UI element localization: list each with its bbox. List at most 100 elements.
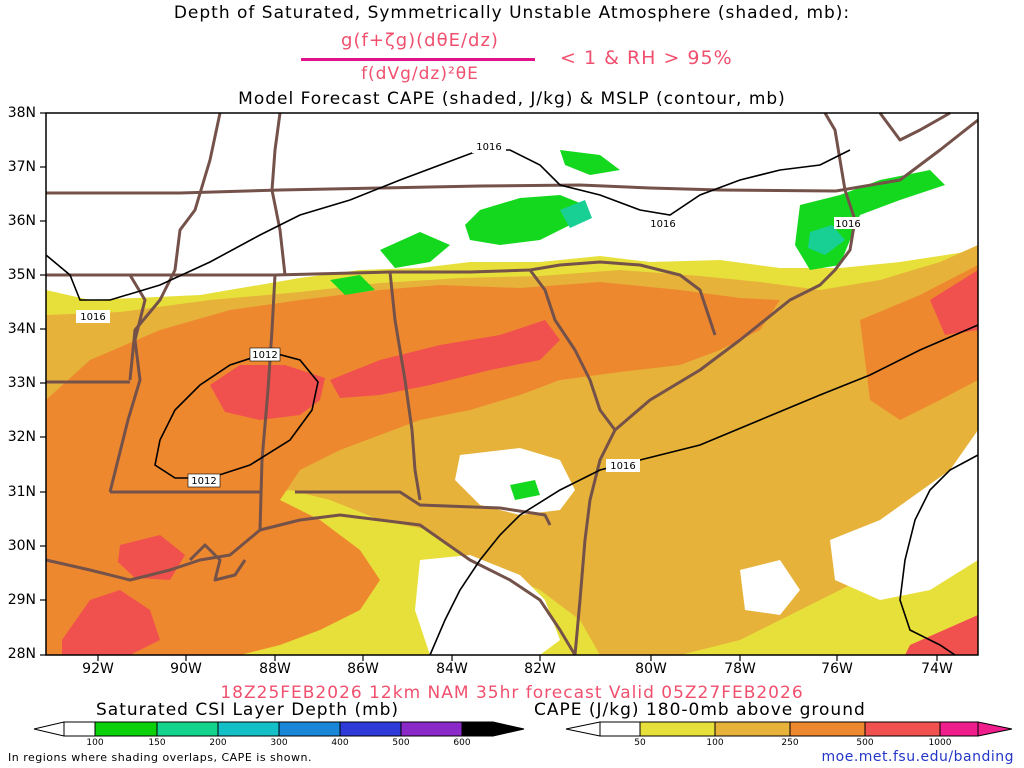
cape-500-region-la [118,535,185,580]
csi-colorbar [33,721,525,737]
lon-label: 74W [921,661,953,677]
lat-label: 29N [7,592,36,608]
mississippi-river [128,112,222,381]
forecast-valid-line: 18Z25FEB2026 12km NAM 35hr forecast Vali… [220,683,804,703]
lat-label: 36N [7,213,36,229]
cape-tick-label: 50 [634,738,646,748]
no-shading-region-atlantic-2 [830,430,978,600]
condition-text: < 1 & RH > 95% [560,47,733,69]
cape-swatch [864,721,941,737]
csi-swatch [400,721,463,737]
csi-swatch-white [33,721,65,737]
fraction-denominator: f(dVg/dz)²θE [361,64,479,84]
border-al-fl [295,490,552,526]
isobar-label: 1012 [252,350,277,361]
louisiana-delta [188,543,247,582]
cape-tick-label: 1000 [928,738,952,748]
border-ms-al [258,274,277,531]
appalachian-border [270,112,287,276]
csi-tick-label: 300 [270,738,288,748]
lat-label: 34N [7,321,36,337]
cape-swatch-white [565,721,601,737]
cape-colorbar [565,721,1013,737]
axis-ticks [40,112,938,661]
lat-label: 33N [7,375,36,391]
cape-tick-label: 500 [856,738,874,748]
cape-500-region-atlantic [930,270,978,335]
csi-tick-label: 500 [392,738,410,748]
isobar-1016-se [899,454,979,656]
isobar-1016-south [429,324,979,656]
cape-500-region-al [330,320,560,398]
lon-label: 86W [347,661,379,677]
csi-swatch-black [492,721,525,737]
csi-100-region-nc [380,232,450,268]
state-borders [45,111,979,656]
cape-colorbar-title: CAPE (J/kg) 180-0mb above ground [534,700,866,720]
title-line-3: Model Forecast CAPE (shaded, J/kg) & MSL… [238,89,786,109]
cape-tick-label: 250 [781,738,799,748]
lon-label: 90W [170,661,202,677]
csi-100-region-ky [560,150,620,175]
lon-label: 78W [724,661,756,677]
lat-label: 35N [7,267,36,283]
shading-layer [46,150,978,655]
lon-label: 92W [82,661,114,677]
cape-swatch [714,721,791,737]
csi-swatch [156,721,219,737]
csi-150-region-tn [560,200,592,228]
isobar-1016-west [45,199,351,301]
csi-tick-label: 200 [209,738,227,748]
isobar-label: 1016 [476,142,501,153]
no-shading-region-ga [455,448,575,515]
title-line-1: Depth of Saturated, Symmetrically Unstab… [173,3,851,23]
csi-swatch [339,721,402,737]
csi-swatch [461,721,494,737]
isobar-1016-north [349,149,851,216]
border-ga-sc [528,269,617,431]
isobars [45,149,979,656]
lat-label: 32N [7,429,36,445]
fraction-numerator: g(f+ζg)(dθE/dz) [341,30,499,51]
cape-swatch [639,721,716,737]
isobar-label: 1016 [835,219,860,230]
isobar-labels: 1016 1016 1016 1012 1012 1016 1016 [76,140,862,488]
csi-150-region-nc [808,225,845,255]
csi-tick-label: 600 [453,738,471,748]
csi-tick-label: 150 [148,738,166,748]
lat-label: 37N [7,159,36,175]
csi-swatch [278,721,341,737]
source-url[interactable]: moe.met.fsu.edu/banding [821,749,1014,765]
lon-label: 82W [524,661,556,677]
border-tn-ms-al-ga [46,268,531,277]
coastline-delmarva [878,111,951,142]
lat-label: 31N [7,484,36,500]
no-shading-region-fl [415,555,560,655]
lat-label: 28N [7,646,36,662]
border-ar-ms [108,274,147,493]
cape-swatch [789,721,866,737]
overlap-note: In regions where shading overlaps, CAPE … [8,751,312,764]
cape-500-region-gulf [62,590,160,655]
csi-tick-label: 100 [86,738,104,748]
cape-500-region-southeast [905,615,978,655]
csi-100-region-ga [510,480,540,500]
isobar-label: 1012 [191,476,216,487]
lon-label: 88W [259,661,291,677]
csi-100-region-tn [465,195,585,245]
lat-label: 30N [7,538,36,554]
cape-tick-label: 100 [706,738,724,748]
isobar-1012 [154,351,319,479]
lon-label: 80W [635,661,667,677]
border-ky-tn [46,183,837,195]
border-va-nc [835,118,979,193]
isobar-label: 1016 [650,219,675,230]
isobar-label: 1016 [610,461,635,472]
isobar-label: 1016 [80,312,105,323]
cape-swatch [939,721,979,737]
csi-swatch [94,721,158,737]
lat-label: 38N [7,105,36,121]
